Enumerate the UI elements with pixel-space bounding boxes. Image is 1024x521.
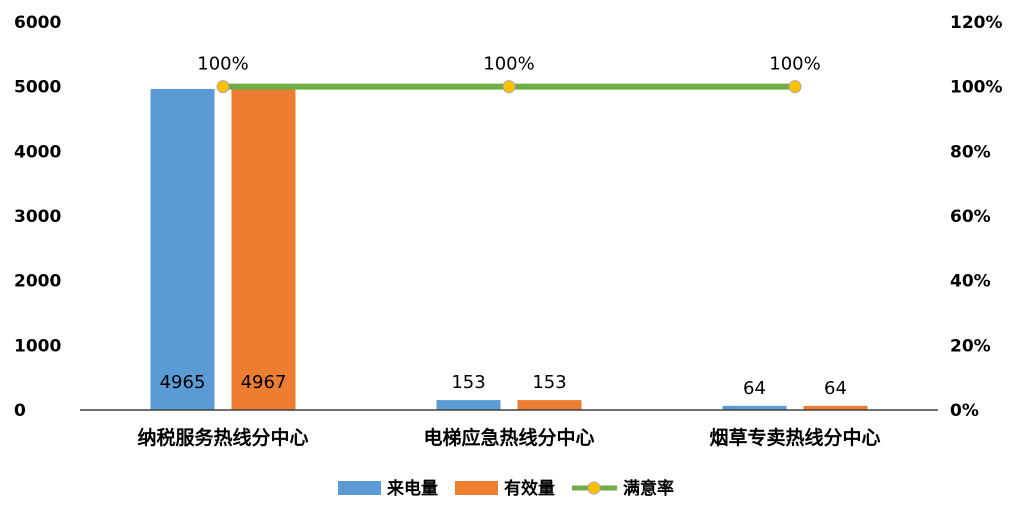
bar-data-label: 153	[451, 372, 485, 393]
y-left-tick-label: 4000	[14, 142, 61, 162]
legend-swatch	[338, 481, 381, 495]
legend-label: 来电量	[386, 478, 438, 499]
y-left-tick-label: 1000	[14, 336, 61, 356]
bar-calls	[722, 405, 787, 410]
line-data-label: 100%	[483, 54, 534, 75]
bar-data-label: 153	[532, 372, 566, 393]
line-point	[788, 80, 802, 94]
y-left-tick-label: 0	[14, 401, 26, 421]
y-right-tick-label: 80%	[950, 142, 991, 162]
legend-marker	[587, 481, 601, 495]
category-label: 烟草专卖热线分中心	[709, 426, 880, 449]
y-left-tick-label: 6000	[14, 13, 61, 33]
y-right-tick-label: 60%	[950, 207, 991, 227]
bar-data-label: 64	[743, 378, 766, 399]
line-point	[216, 80, 230, 94]
line-point	[502, 80, 516, 94]
y-right-tick-label: 40%	[950, 272, 991, 292]
y-right-tick-label: 20%	[950, 336, 991, 356]
bar-data-label: 4965	[160, 372, 206, 393]
y-left-tick-label: 2000	[14, 272, 61, 292]
y-right-tick-label: 120%	[950, 13, 1003, 33]
line-data-label: 100%	[769, 54, 820, 75]
bar-valid	[803, 405, 868, 410]
category-label: 电梯应急热线分中心	[423, 426, 594, 449]
line-data-label: 100%	[197, 54, 248, 75]
y-left-tick-label: 3000	[14, 207, 61, 227]
bar-calls	[436, 400, 501, 410]
y-right-tick-label: 0%	[950, 401, 979, 421]
legend-label: 有效量	[504, 478, 555, 499]
category-label: 纳税服务热线分中心	[137, 426, 308, 449]
bar-data-label: 64	[824, 378, 847, 399]
y-left-tick-label: 5000	[14, 78, 61, 98]
bar-valid	[517, 400, 582, 410]
bar-calls	[150, 88, 215, 411]
legend-label: 满意率	[623, 478, 674, 499]
bar-data-label: 4967	[241, 372, 287, 393]
legend-swatch	[455, 481, 498, 495]
bar-valid	[231, 88, 296, 411]
y-right-tick-label: 100%	[950, 78, 1003, 98]
